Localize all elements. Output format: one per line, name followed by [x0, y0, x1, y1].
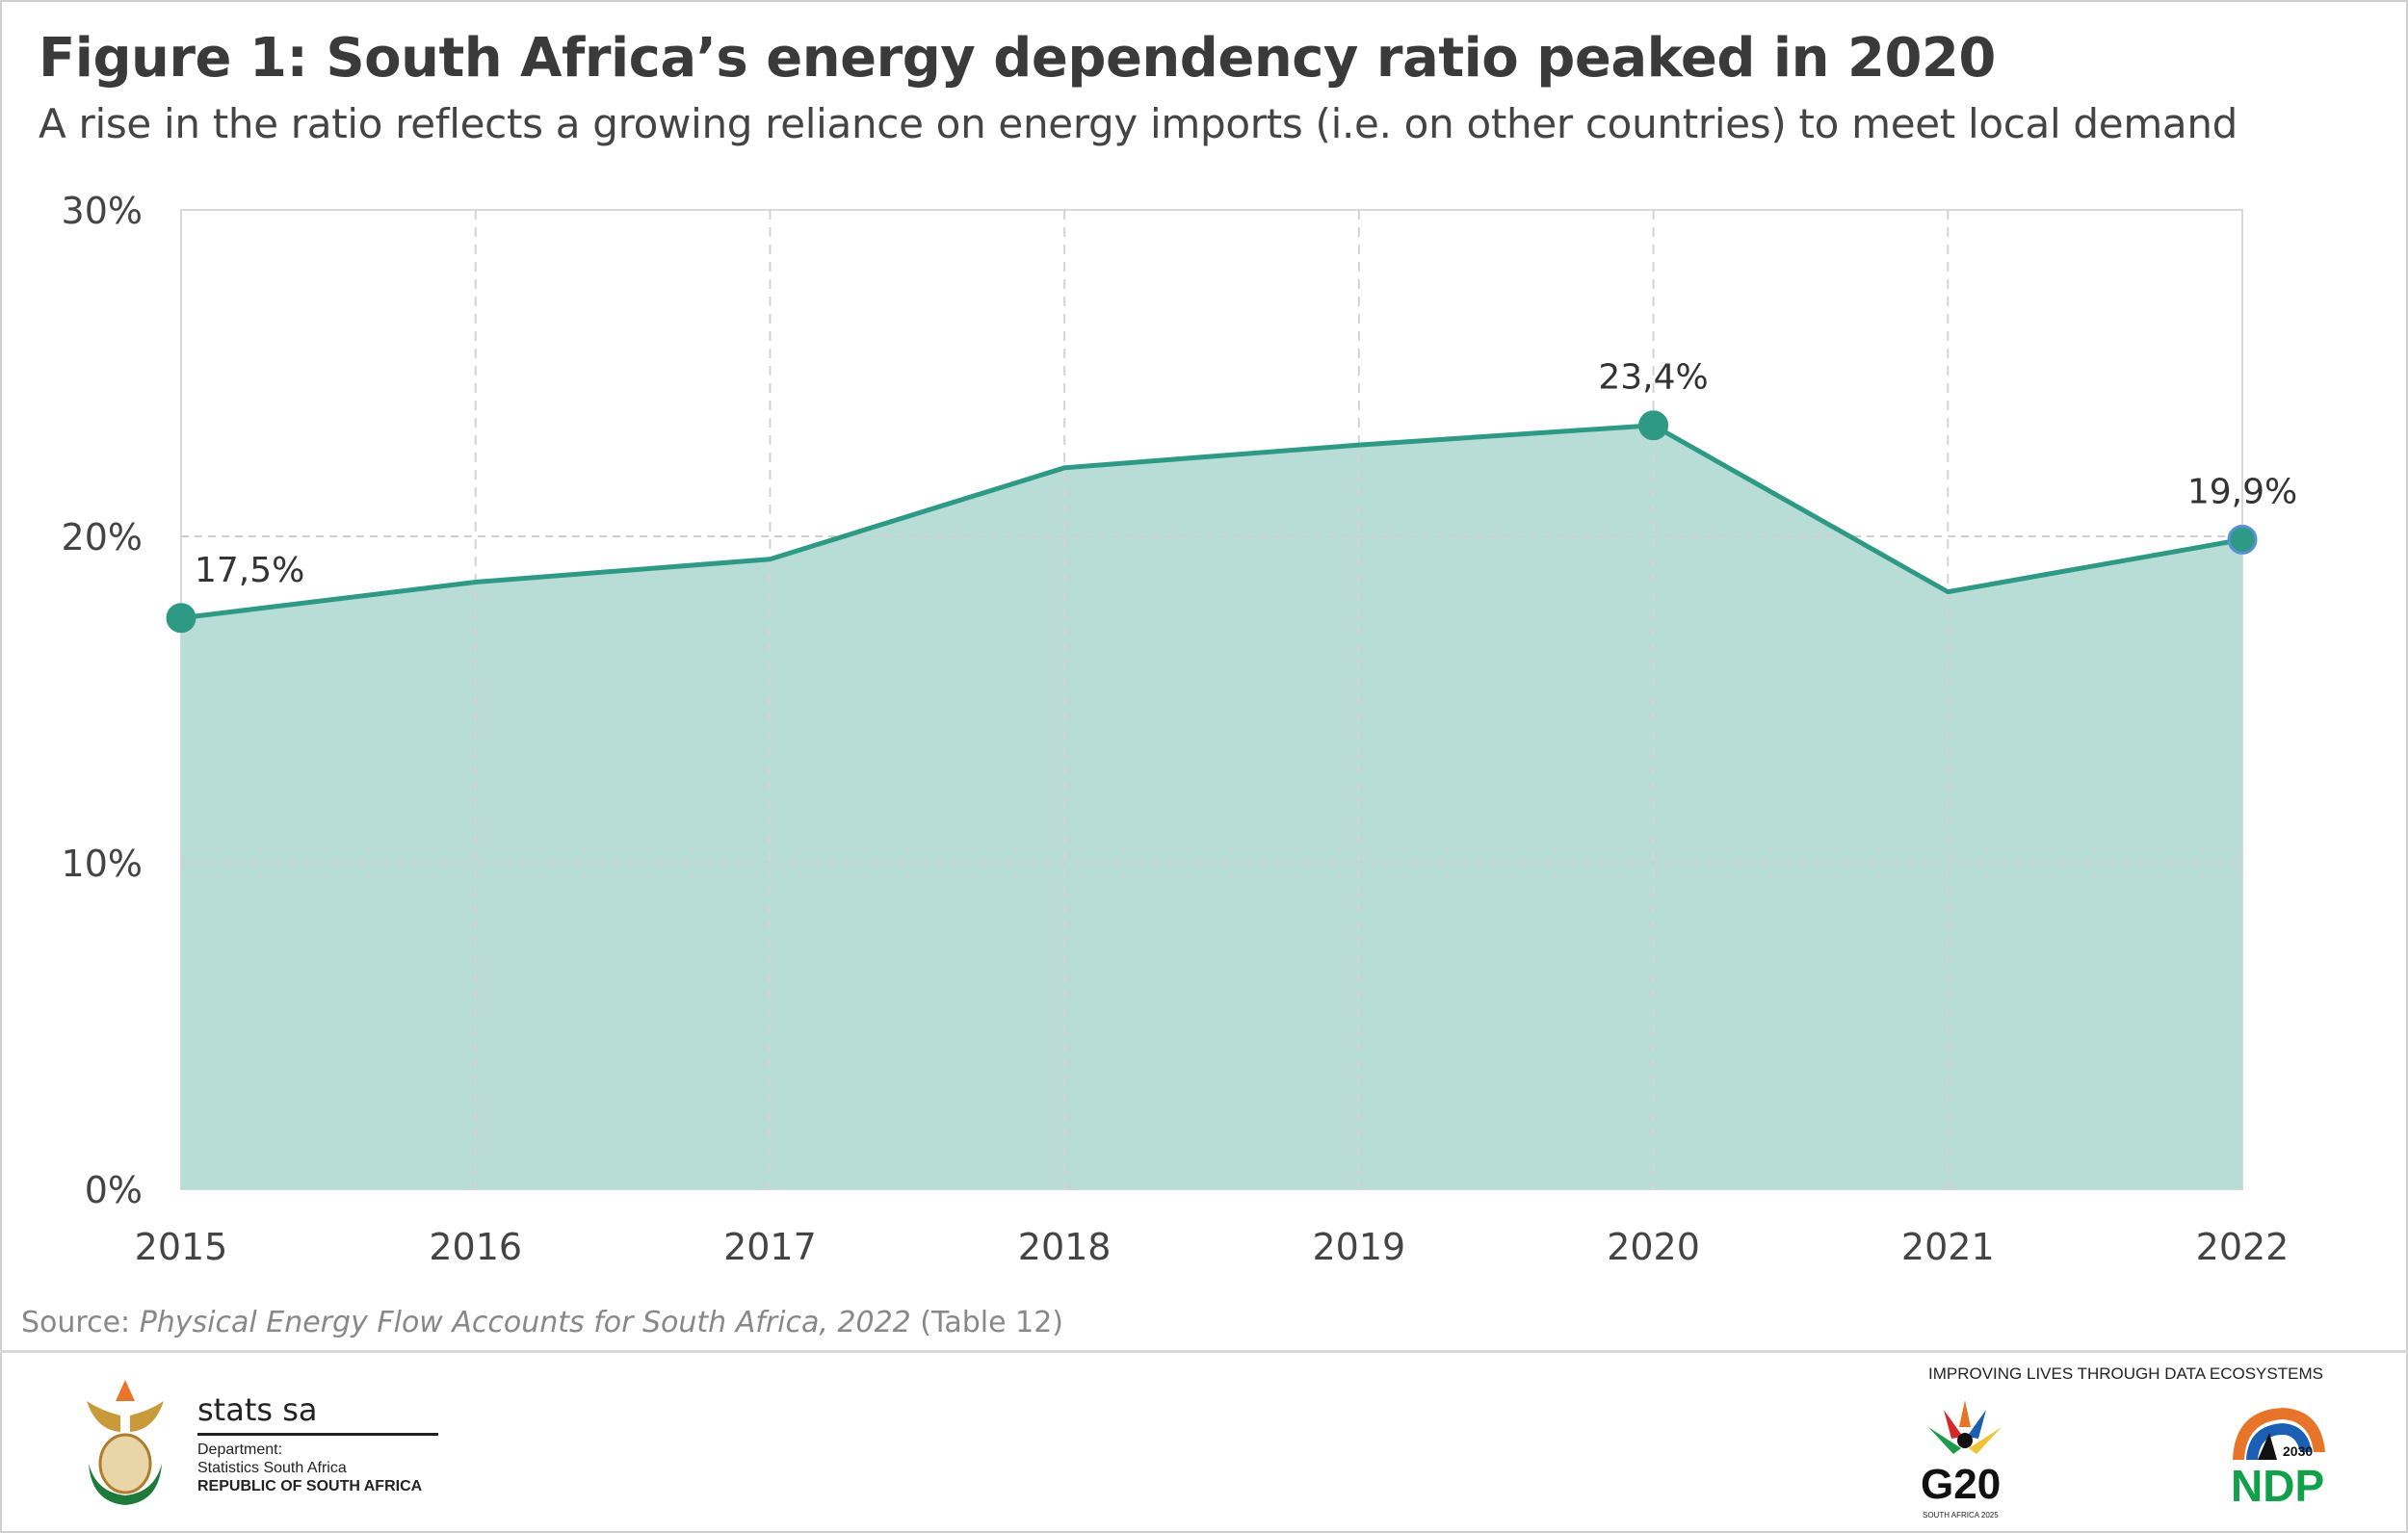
data-labels: 17,5% 23,4% 19,9%	[195, 358, 2297, 590]
x-tick-label: 2017	[723, 1226, 817, 1268]
g20-flower-logo	[1928, 1400, 2002, 1454]
dept-label: Department:	[197, 1442, 283, 1458]
data-point-marker	[1638, 410, 1669, 441]
ndp-year: 2030	[2283, 1443, 2314, 1459]
coat-of-arms-logo	[87, 1380, 164, 1505]
data-point-marker	[166, 603, 196, 634]
y-tick-label: 10%	[62, 843, 143, 885]
data-label: 19,9%	[2187, 472, 2297, 511]
brand-rule	[197, 1433, 438, 1436]
tagline: IMPROVING LIVES THROUGH DATA ECOSYSTEMS	[1928, 1364, 2323, 1383]
g20-subtext: SOUTH AFRICA 2025	[1923, 1511, 1999, 1520]
y-tick-label: 30%	[62, 190, 143, 232]
area-fill	[181, 425, 2242, 1189]
x-tick-label: 2016	[429, 1226, 522, 1268]
source-suffix: (Table 12)	[910, 1306, 1063, 1339]
series-line	[180, 423, 2243, 621]
x-tick-label: 2015	[135, 1226, 228, 1268]
g20-logo-text: G20	[1921, 1461, 2002, 1508]
y-tick-label: 20%	[62, 516, 143, 559]
x-axis-ticks: 2015 2016 2017 2018 2019 2020 2021 2022	[135, 1226, 2290, 1268]
vertical-gridlines	[181, 210, 2242, 1189]
footer-divider	[0, 1350, 2408, 1353]
data-label: 17,5%	[195, 551, 304, 590]
republic-label: REPUBLIC OF SOUTH AFRICA	[197, 1478, 423, 1494]
chart-subtitle: A rise in the ratio reflects a growing r…	[39, 100, 2238, 147]
x-tick-label: 2019	[1312, 1226, 1405, 1268]
source-note: Source: Physical Energy Flow Accounts fo…	[21, 1306, 1063, 1339]
ndp-logo-mark	[2233, 1408, 2325, 1460]
x-tick-label: 2020	[1607, 1226, 1700, 1268]
ndp-logo-text: NDP	[2231, 1461, 2325, 1511]
area-chart: 17,5% 23,4% 19,9% 0% 10% 20% 30% 2015 2016 2017…	[62, 190, 2298, 1268]
markers	[166, 410, 2258, 634]
stats-sa-brand: stats sa	[197, 1391, 318, 1428]
y-axis-ticks: 0% 10% 20% 30%	[62, 190, 143, 1211]
x-tick-label: 2022	[2196, 1226, 2290, 1268]
dept-name: Statistics South Africa	[197, 1460, 347, 1476]
source-prefix: Source:	[21, 1306, 140, 1339]
y-tick-label: 0%	[85, 1169, 143, 1211]
data-point-marker	[2227, 524, 2258, 555]
department-block: Department: Statistics South Africa REPU…	[197, 1441, 422, 1495]
x-tick-label: 2018	[1018, 1226, 1112, 1268]
chart-title: Figure 1: South Africa’s energy dependen…	[39, 27, 1996, 90]
source-title: Physical Energy Flow Accounts for South …	[139, 1306, 911, 1339]
data-label: 23,4%	[1598, 358, 1708, 398]
x-tick-label: 2021	[1901, 1226, 1995, 1268]
